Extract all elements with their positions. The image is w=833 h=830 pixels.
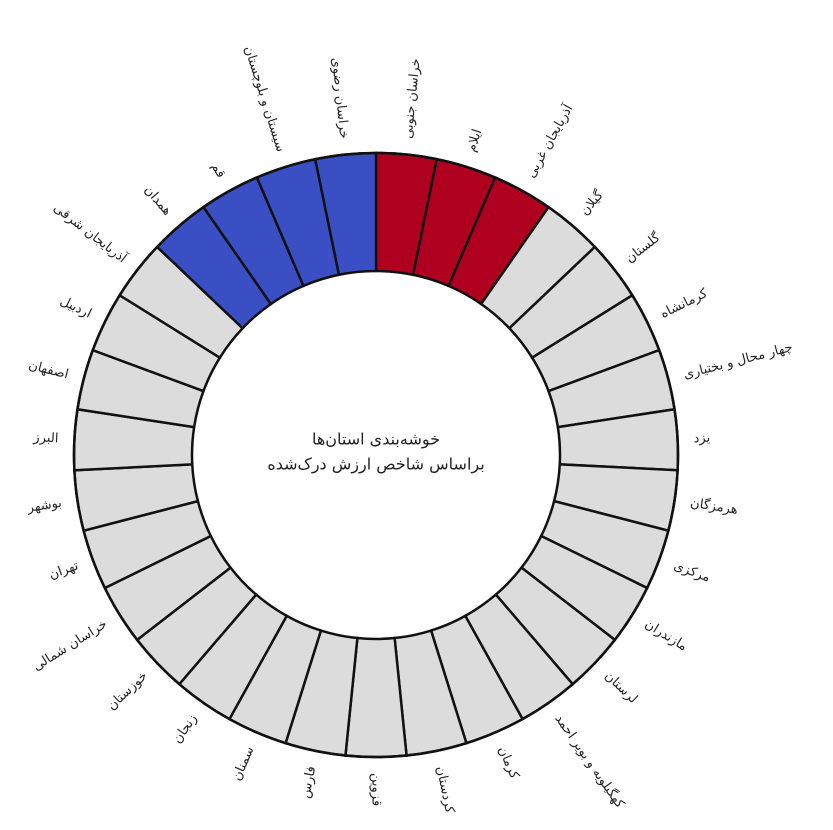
segment-label: خراسان جنوبی xyxy=(401,58,424,140)
chart-title: خوشه‌بندی استان‌ها xyxy=(312,430,440,450)
segment-label: قم xyxy=(208,160,228,180)
segment-label: چهار محال و بختیاری xyxy=(682,340,794,383)
segment-label: آذربایجان شرقی xyxy=(50,199,131,267)
segment-label: سمنان xyxy=(230,744,258,783)
segment-label: خوزستان xyxy=(105,669,151,714)
segment-label: یزد xyxy=(693,431,711,447)
segment-label: کهگیلویه و بویر احمد xyxy=(552,711,629,812)
segment-label: آذربایجان غربی xyxy=(522,100,577,181)
segment-label: همدان xyxy=(141,183,175,219)
segment-label: مازندران xyxy=(642,617,690,655)
segment-label: کرمانشاه xyxy=(658,286,710,322)
segment-label: اصفهان xyxy=(27,358,70,383)
segment-label: هرمزگان xyxy=(689,495,739,518)
segment-label: گیلان xyxy=(577,187,608,219)
segment-label: خراسان رضوی xyxy=(328,57,351,140)
outer-ring xyxy=(72,151,680,759)
segment-label: زنجان xyxy=(170,712,200,747)
segment-label: بوشهر xyxy=(26,496,63,516)
segment-label: گلستان xyxy=(622,229,664,266)
segment-label: البرز xyxy=(32,430,59,446)
segment-label: خراسان شمالی xyxy=(30,617,110,674)
segment-label: تهران xyxy=(47,558,81,583)
segment-label: ایلام xyxy=(464,127,485,153)
segment-label: اردبیل xyxy=(57,294,93,322)
segment-label: فارس xyxy=(298,765,319,800)
segment-label: لرستان xyxy=(601,669,640,707)
segment-label: سیستان و بلوچستان xyxy=(241,44,288,154)
segment-label: قزوین xyxy=(369,773,384,806)
segment-label: مرکزی xyxy=(672,558,713,585)
chart-subtitle: براساس شاخص ارزش درک‌شده xyxy=(267,455,484,475)
segment-label: کردستان xyxy=(433,765,457,815)
segment-label: کرمان xyxy=(495,744,522,782)
